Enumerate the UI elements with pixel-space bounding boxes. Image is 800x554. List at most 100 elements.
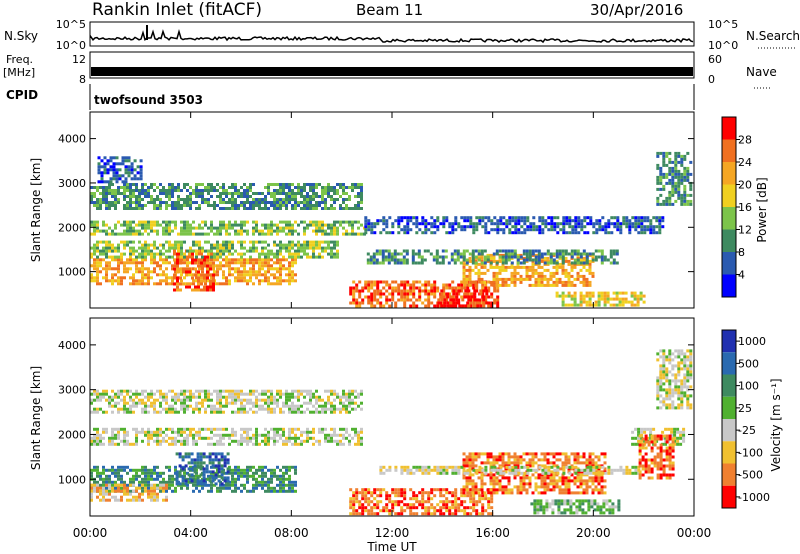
heatmap-cell <box>357 192 360 195</box>
colorbar-tick-label: 20 <box>738 179 752 192</box>
heatmap-cell <box>93 264 96 268</box>
heatmap-cell <box>213 232 216 236</box>
heatmap-cell <box>129 189 132 192</box>
heatmap-cell <box>487 231 491 235</box>
heatmap-cell <box>361 488 365 492</box>
heatmap-cell <box>194 261 197 265</box>
heatmap-cell <box>225 395 228 399</box>
heatmap-cell <box>288 240 291 244</box>
heatmap-cell <box>210 249 213 253</box>
heatmap-cell <box>487 304 491 308</box>
heatmap-cell <box>442 222 446 226</box>
heatmap-cell <box>357 430 360 434</box>
heatmap-cell <box>525 255 529 259</box>
heatmap-cell <box>567 291 571 295</box>
heatmap-cell <box>549 274 553 278</box>
heatmap-cell <box>100 171 104 175</box>
heatmap-cell <box>117 407 120 411</box>
heatmap-cell <box>240 201 243 204</box>
heatmap-cell <box>96 270 99 274</box>
heatmap-cell <box>303 232 306 236</box>
heatmap-cell <box>141 226 144 230</box>
heatmap-cell <box>405 258 409 262</box>
heatmap-cell <box>618 297 622 301</box>
heatmap-cell <box>226 470 230 474</box>
heatmap-cell <box>336 232 339 236</box>
heatmap-cell <box>279 198 282 201</box>
heatmap-cell <box>570 252 574 256</box>
heatmap-cell <box>562 216 566 220</box>
nsky-panel: N.Sky 10^5 10^0 10^5 10^0 N.Search <box>4 18 800 52</box>
heatmap-cell <box>189 477 192 481</box>
heatmap-cell <box>192 392 195 396</box>
heatmap-cell <box>297 204 300 207</box>
heatmap-cell <box>96 480 99 484</box>
heatmap-cell <box>360 192 363 195</box>
heatmap-cell <box>496 289 500 293</box>
heatmap-cell <box>177 207 180 210</box>
heatmap-cell <box>111 398 114 402</box>
heatmap-cell <box>665 163 669 167</box>
heatmap-cell <box>433 292 437 296</box>
heatmap-cell <box>458 304 462 308</box>
heatmap-cell <box>252 267 255 271</box>
heatmap-cell <box>336 240 339 244</box>
heatmap-cell <box>168 468 171 472</box>
heatmap-cell <box>126 401 129 405</box>
heatmap-cell <box>139 168 143 172</box>
heatmap-cell <box>204 407 207 411</box>
heatmap-cell <box>144 267 147 271</box>
heatmap-cell <box>192 243 195 247</box>
heatmap-cell <box>381 261 385 265</box>
heatmap-cell <box>382 506 386 510</box>
heatmap-cell <box>147 186 150 189</box>
heatmap-cell <box>93 232 96 236</box>
heatmap-cell <box>318 183 321 186</box>
heatmap-cell <box>661 225 665 229</box>
heatmap-cell <box>321 195 324 198</box>
heatmap-cell <box>199 473 203 477</box>
heatmap-cell <box>213 246 216 250</box>
heatmap-cell <box>255 223 258 227</box>
heatmap-cell <box>159 474 162 478</box>
heatmap-cell <box>219 442 222 446</box>
heatmap-cell <box>585 268 589 272</box>
heatmap-cell <box>222 486 225 490</box>
heatmap-cell <box>382 304 386 308</box>
heatmap-cell <box>183 232 186 236</box>
heatmap-cell <box>279 410 282 414</box>
heatmap-cell <box>219 392 222 396</box>
colorbar-tick-label: 8 <box>738 246 745 259</box>
heatmap-cell <box>198 207 201 210</box>
heatmap-cell <box>127 156 131 160</box>
heatmap-cell <box>291 223 294 227</box>
heatmap-cell <box>492 252 496 256</box>
heatmap-cell <box>427 494 431 498</box>
heatmap-cell <box>237 468 240 472</box>
heatmap-cell <box>213 255 216 259</box>
heatmap-cell <box>285 201 288 204</box>
heatmap-cell <box>468 268 472 272</box>
heatmap-cell <box>267 258 270 262</box>
heatmap-cell <box>303 186 306 189</box>
heatmap-cell <box>114 483 117 487</box>
heatmap-cell <box>606 294 610 298</box>
heatmap-cell <box>495 280 499 284</box>
heatmap-cell <box>103 171 107 175</box>
heatmap-cell <box>367 500 371 504</box>
heatmap-cell <box>315 220 318 224</box>
heatmap-cell <box>237 273 240 277</box>
heatmap-cell <box>400 280 404 284</box>
heatmap-cell <box>312 198 315 201</box>
heatmap-cell <box>439 301 443 305</box>
heatmap-cell <box>210 436 213 440</box>
heatmap-cell <box>483 258 487 262</box>
heatmap-cell <box>364 491 368 495</box>
heatmap-cell <box>291 480 294 484</box>
heatmap-cell <box>534 249 538 253</box>
heatmap-cell <box>117 243 120 247</box>
heatmap-cell <box>282 465 285 469</box>
heatmap-cell <box>477 274 481 278</box>
heatmap-cell <box>114 495 117 499</box>
heatmap-cell <box>105 249 108 253</box>
